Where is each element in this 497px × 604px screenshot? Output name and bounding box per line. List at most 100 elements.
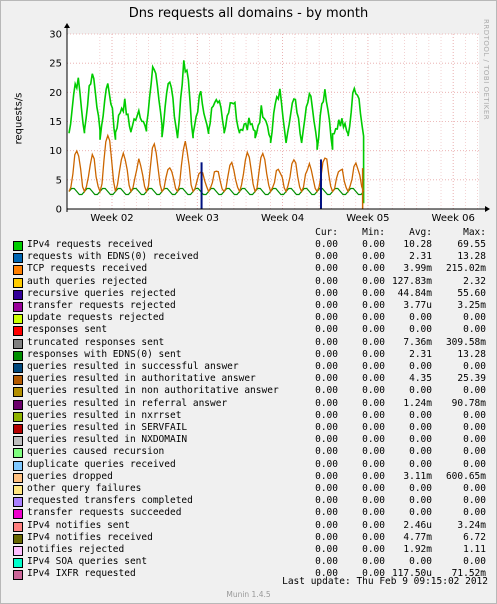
- legend-value-cur: 0.00: [315, 434, 338, 446]
- legend-value-avg: 0.00: [409, 507, 432, 519]
- legend-value-avg: 1.92m: [403, 544, 432, 555]
- legend-value-max: 0.00: [463, 483, 486, 494]
- legend-value-cur: 0.00: [315, 556, 338, 568]
- legend-row: queries resulted in non authoritative an…: [1, 385, 496, 398]
- legend-value-min: 0.00: [362, 458, 385, 470]
- legend-series-name: IPv4 IXFR requested: [27, 568, 136, 580]
- legend-swatch: [13, 472, 23, 483]
- legend-value-max: 0.00: [463, 458, 486, 470]
- legend-value-min: 0.00: [362, 544, 385, 555]
- legend-row: duplicate queries received 0.00 0.00 0.00 0.…: [1, 459, 496, 471]
- legend-row: requested transfers completed 0.00 0.00 0.0…: [1, 495, 496, 508]
- legend-swatch: [13, 533, 23, 544]
- legend-value-max: 3.24m: [457, 519, 486, 531]
- legend-value-max: 0.00: [463, 361, 486, 372]
- legend-value-max: 3.25m: [457, 300, 486, 311]
- legend-value-avg: 2.31: [409, 251, 432, 263]
- y-tick-label: 0: [56, 205, 62, 216]
- legend-row: queries resulted in referral answer 0.00 0…: [1, 398, 496, 410]
- y-tick-label: 25: [49, 59, 62, 70]
- legend-value-cur: 0.00: [315, 263, 338, 275]
- legend-swatch: [13, 424, 23, 434]
- legend-swatch: [13, 302, 23, 312]
- legend-value-max: 0.00: [463, 422, 486, 433]
- legend-row: responses with EDNS(0) sent 0.00 0.00 2.31 1…: [1, 349, 496, 361]
- legend-value-max: 0.00: [463, 385, 486, 397]
- legend-value-cur: 0.00: [315, 348, 338, 360]
- legend-value-min: 0.00: [362, 434, 385, 446]
- legend-swatch: [13, 375, 23, 386]
- legend-value-cur: 0.00: [315, 483, 338, 494]
- chart-plot: 0 5 10 15 20 25 30 Week 02 Week 03 Week 04 Week 05…: [49, 23, 490, 224]
- legend-series-name: notifies rejected: [27, 544, 125, 555]
- legend-row: transfer requests succeeded 0.00 0.00 0.00 0…: [1, 507, 496, 520]
- legend-value-max: 13.28: [457, 251, 486, 263]
- legend-value-avg: 44.84m: [397, 287, 432, 299]
- legend-value-max: 0.00: [463, 434, 486, 446]
- legend-series-name: truncated responses sent: [27, 336, 165, 348]
- legend-value-cur: 0.00: [315, 397, 338, 409]
- legend-row: IPv4 SOA queries sent 0.00 0.00 0.00 0.00: [1, 556, 496, 569]
- legend-series-name: transfer requests succeeded: [27, 507, 182, 519]
- legend-value-min: 0.00: [362, 300, 385, 311]
- legend-value-min: 0.00: [362, 483, 385, 494]
- legend-value-avg: 127.83m: [391, 275, 432, 287]
- legend-value-avg: 2.46u: [403, 519, 432, 531]
- legend-value-cur: 0.00: [315, 544, 338, 555]
- legend-row: queries resulted in NXDOMAIN 0.00 0.00 0.00…: [1, 434, 496, 447]
- legend-series-name: requests with EDNS(0) received: [27, 251, 199, 263]
- legend-series-name: responses with EDNS(0) sent: [27, 348, 182, 360]
- legend-value-avg: 0.00: [409, 361, 432, 372]
- legend-series-name: update requests rejected: [27, 312, 165, 324]
- legend-value-avg: 2.31: [409, 348, 432, 360]
- legend-value-avg: 3.77u: [403, 300, 432, 311]
- legend-swatch: [13, 399, 23, 410]
- legend-value-avg: 0.00: [409, 409, 432, 421]
- legend-value-min: 0.00: [362, 275, 385, 287]
- legend-value-min: 0.00: [362, 507, 385, 519]
- legend-value-cur: 0.00: [315, 531, 338, 543]
- legend-series-name: other query failures: [27, 483, 142, 494]
- legend-swatch: [13, 338, 23, 349]
- legend-value-max: 71.52m: [451, 568, 486, 580]
- legend-value-max: 13.28: [457, 348, 486, 360]
- chart-title: Dns requests all domains - by month: [128, 6, 369, 21]
- legend-value-cur: 0.00: [315, 519, 338, 531]
- legend-value-max: 6.72: [463, 531, 486, 543]
- legend-series-name: IPv4 notifies received: [27, 531, 153, 543]
- legend-swatch: [13, 546, 23, 556]
- legend-column-header: Avg:: [409, 227, 432, 238]
- legend-series-name: queries caused recursion: [27, 446, 165, 458]
- legend-value-avg: 10.28: [403, 239, 432, 250]
- legend-row: responses sent 0.00 0.00 0.00 0.00: [1, 324, 496, 337]
- legend-value-avg: 0.00: [409, 483, 432, 494]
- legend-value-cur: 0.00: [315, 446, 338, 458]
- legend-swatch: [13, 497, 23, 508]
- legend-value-min: 0.00: [362, 373, 385, 385]
- legend-value-cur: 0.00: [315, 458, 338, 470]
- legend-value-min: 0.00: [362, 251, 385, 263]
- legend-value-avg: 0.00: [409, 458, 432, 470]
- x-tick-label: Week 05: [346, 213, 389, 224]
- legend-row: queries resulted in successful answer 0.0…: [1, 361, 496, 373]
- legend-value-cur: 0.00: [315, 470, 338, 482]
- legend-value-avg: 117.50u: [391, 568, 432, 580]
- legend-series-name: queries resulted in NXDOMAIN: [27, 434, 188, 446]
- legend-row: transfer requests rejected 0.00 0.00 3.77u 3…: [1, 300, 496, 312]
- legend-value-cur: 0.00: [315, 361, 338, 372]
- legend-series-name: queries resulted in successful answer: [27, 361, 239, 372]
- legend-value-min: 0.00: [362, 361, 385, 372]
- legend-swatch: [13, 570, 23, 581]
- legend-value-min: 0.00: [362, 239, 385, 250]
- legend-swatch: [13, 350, 23, 361]
- legend-value-min: 0.00: [362, 336, 385, 348]
- legend-value-max: 0.00: [463, 409, 486, 421]
- legend-series-name: auth queries rejected: [27, 275, 148, 287]
- legend-column-header: Max:: [463, 227, 486, 238]
- legend-value-avg: 0.00: [409, 312, 432, 324]
- legend-value-cur: 0.00: [315, 275, 338, 287]
- legend-value-min: 0.00: [362, 519, 385, 531]
- legend-value-avg: 4.77m: [403, 531, 432, 543]
- legend-series-name: queries resulted in nxrrset: [27, 409, 182, 421]
- legend-value-min: 0.00: [362, 287, 385, 299]
